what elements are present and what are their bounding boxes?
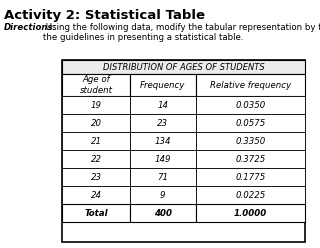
Text: 0.0575: 0.0575 <box>235 119 266 127</box>
Bar <box>62 60 305 242</box>
Text: 23: 23 <box>157 119 168 127</box>
Text: 0.0350: 0.0350 <box>235 100 266 110</box>
Text: 71: 71 <box>157 173 168 182</box>
Text: 14: 14 <box>157 100 168 110</box>
Text: 21: 21 <box>91 136 101 146</box>
Text: Total: Total <box>84 209 108 217</box>
Text: 0.0225: 0.0225 <box>235 190 266 199</box>
Bar <box>130 186 196 204</box>
Bar <box>62 60 305 74</box>
Text: Frequency: Frequency <box>140 81 186 90</box>
Bar <box>196 96 305 114</box>
Text: 19: 19 <box>91 100 101 110</box>
Bar <box>62 186 130 204</box>
Text: 22: 22 <box>91 155 101 163</box>
Bar <box>196 204 305 222</box>
Bar <box>62 114 130 132</box>
Bar <box>130 132 196 150</box>
Bar <box>62 168 130 186</box>
Text: 400: 400 <box>154 209 172 217</box>
Bar <box>130 150 196 168</box>
Text: Activity 2: Statistical Table: Activity 2: Statistical Table <box>4 9 205 22</box>
Bar <box>130 96 196 114</box>
Text: 149: 149 <box>155 155 171 163</box>
Text: DISTRIBUTION OF AGES OF STUDENTS: DISTRIBUTION OF AGES OF STUDENTS <box>103 62 264 71</box>
Bar <box>196 150 305 168</box>
Bar <box>196 168 305 186</box>
Text: 24: 24 <box>91 190 101 199</box>
Bar <box>196 74 305 96</box>
Text: 0.3725: 0.3725 <box>235 155 266 163</box>
Bar <box>196 132 305 150</box>
Bar <box>130 74 196 96</box>
Text: 1.0000: 1.0000 <box>234 209 267 217</box>
Text: Using the following data, modify the tabular representation by following
the gui: Using the following data, modify the tab… <box>43 23 320 42</box>
Bar <box>196 186 305 204</box>
Text: Directions:: Directions: <box>4 23 57 32</box>
Bar <box>130 204 196 222</box>
Bar <box>62 74 130 96</box>
Text: 0.1775: 0.1775 <box>235 173 266 182</box>
Text: Relative frequency: Relative frequency <box>210 81 291 90</box>
Bar <box>62 204 130 222</box>
Text: 9: 9 <box>160 190 165 199</box>
Bar <box>62 96 130 114</box>
Bar <box>62 132 130 150</box>
Text: 134: 134 <box>155 136 171 146</box>
Text: 20: 20 <box>91 119 101 127</box>
Text: 23: 23 <box>91 173 101 182</box>
Bar <box>130 168 196 186</box>
Text: Age of
student: Age of student <box>80 75 113 95</box>
Bar <box>196 114 305 132</box>
Bar <box>62 150 130 168</box>
Text: 0.3350: 0.3350 <box>235 136 266 146</box>
Bar <box>130 114 196 132</box>
